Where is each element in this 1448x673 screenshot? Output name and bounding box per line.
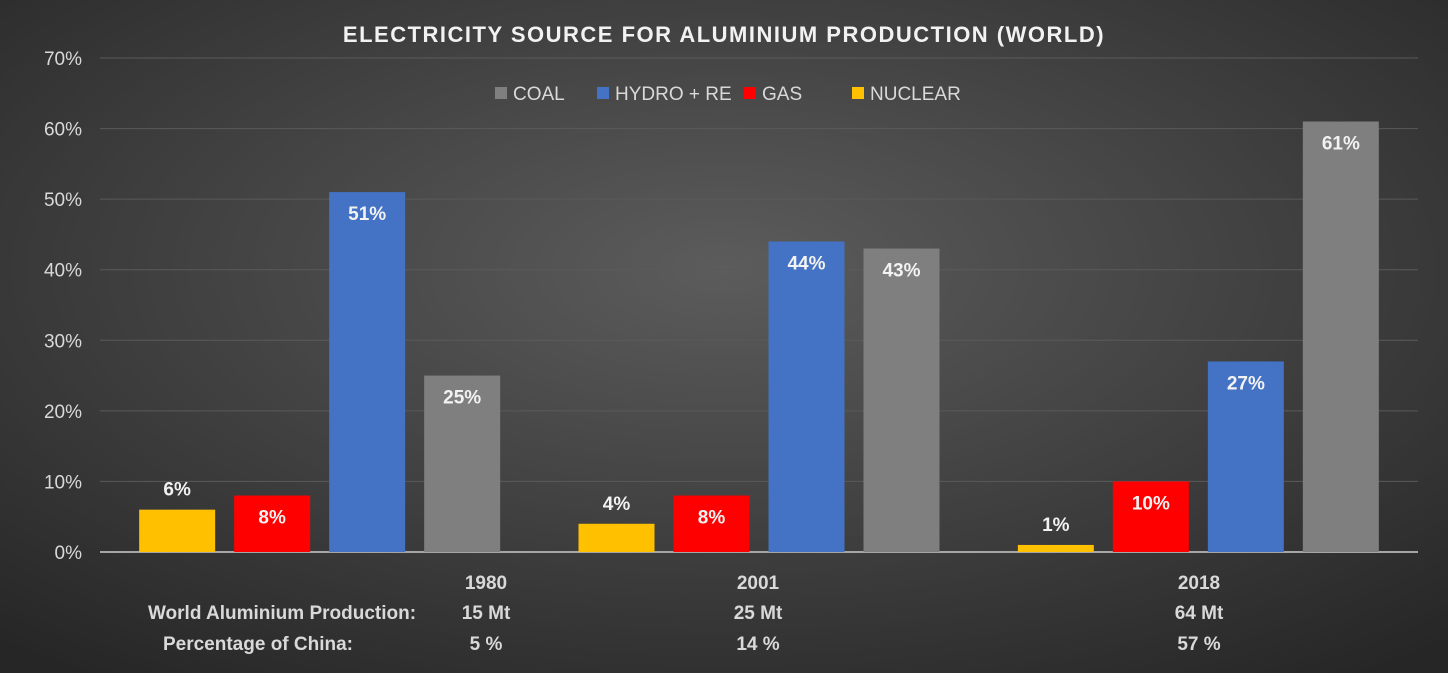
bars: 6% 8% 51% 25% 4% 8% 44% 43% 1% 10% 27% 61%	[139, 121, 1379, 553]
data-label: 44%	[787, 253, 825, 274]
bar-hydro-re-1980	[329, 192, 406, 553]
bar-gas-1980	[234, 495, 311, 552]
table-row-label-production: World Aluminium Production:	[148, 603, 416, 624]
y-tick-label: 30%	[44, 331, 82, 352]
china-share-value: 14 %	[736, 634, 779, 655]
china-share-value: 57 %	[1177, 634, 1220, 655]
data-label: 4%	[603, 494, 631, 515]
legend-item: NUCLEAR	[852, 84, 961, 105]
y-tick-label: 40%	[44, 261, 82, 282]
production-value: 25 Mt	[734, 603, 783, 624]
data-label: 43%	[882, 261, 920, 282]
production-value: 64 Mt	[1175, 603, 1224, 624]
y-tick-label: 60%	[44, 120, 82, 141]
legend-swatch	[744, 87, 756, 99]
bar-nuclear-2018	[1017, 544, 1094, 552]
y-axis-ticks: 0% 10% 20% 30% 40% 50% 60% 70%	[44, 49, 82, 564]
bar-coal-1980	[424, 375, 501, 552]
bar-gas-2018	[1112, 481, 1189, 552]
legend-swatch	[852, 87, 864, 99]
production-value: 15 Mt	[462, 603, 511, 624]
legend-label: GAS	[762, 84, 802, 105]
legend-swatch	[495, 87, 507, 99]
y-tick-label: 70%	[44, 49, 82, 70]
data-label: 8%	[258, 508, 286, 529]
legend-label: COAL	[513, 84, 565, 105]
legend-item: COAL	[495, 84, 565, 105]
category-label: 2018	[1178, 573, 1220, 594]
bar-hydro-re-2018	[1207, 361, 1284, 552]
data-label: 1%	[1042, 515, 1070, 536]
legend-item: GAS	[744, 84, 802, 105]
category-table: World Aluminium Production: Percentage o…	[148, 573, 1224, 655]
chart-title: ELECTRICITY SOURCE FOR ALUMINIUM PRODUCT…	[343, 22, 1105, 47]
legend-label: NUCLEAR	[870, 84, 961, 105]
table-row-label-china: Percentage of China:	[163, 634, 353, 655]
data-label: 25%	[443, 388, 481, 409]
bar-hydro-re-2001	[768, 241, 845, 552]
bar-coal-2001	[863, 248, 940, 553]
gridlines	[100, 57, 1418, 553]
data-label: 61%	[1322, 134, 1360, 155]
legend-label: HYDRO + RE	[615, 84, 732, 105]
bar-coal-2018	[1302, 121, 1379, 552]
legend-item: HYDRO + RE	[597, 84, 732, 105]
bar-gas-2001	[673, 495, 750, 552]
bar-nuclear-1980	[139, 509, 216, 552]
data-label: 10%	[1132, 493, 1170, 514]
y-tick-label: 50%	[44, 190, 82, 211]
data-label: 8%	[698, 508, 726, 529]
category-label: 1980	[465, 573, 507, 594]
category-label: 2001	[737, 573, 780, 594]
data-label: 6%	[163, 480, 191, 501]
bar-nuclear-2001	[578, 523, 655, 552]
y-tick-label: 10%	[44, 472, 82, 493]
legend: COAL HYDRO + RE GAS NUCLEAR	[495, 84, 961, 105]
china-share-value: 5 %	[470, 634, 503, 655]
legend-swatch	[597, 87, 609, 99]
y-tick-label: 20%	[44, 402, 82, 423]
data-label: 27%	[1227, 373, 1265, 394]
y-tick-label: 0%	[55, 543, 83, 564]
data-label: 51%	[348, 204, 386, 225]
